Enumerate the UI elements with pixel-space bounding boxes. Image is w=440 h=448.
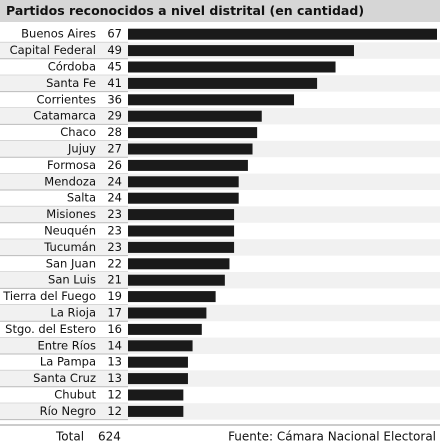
bar (128, 274, 225, 286)
title-band (0, 0, 440, 22)
bar (128, 192, 239, 204)
bar (128, 389, 184, 401)
value-label: 12 (107, 388, 122, 402)
total-label: Total (55, 430, 84, 444)
value-label: 67 (107, 27, 122, 41)
category-label: Corrientes (37, 92, 96, 106)
category-label: Misiones (46, 207, 96, 221)
row-band (0, 337, 440, 354)
category-label: La Pampa (40, 355, 96, 369)
bar (128, 225, 235, 237)
category-label: Chubut (54, 388, 96, 402)
category-label: Córdoba (48, 60, 96, 74)
value-label: 17 (107, 306, 122, 320)
value-label: 21 (107, 273, 122, 287)
bar (128, 209, 235, 221)
row-band (0, 403, 440, 420)
category-label: Río Negro (40, 404, 96, 418)
category-label: Buenos Aires (21, 27, 96, 41)
category-label: Mendoza (44, 174, 96, 188)
category-label: Neuquén (44, 224, 96, 238)
value-label: 45 (107, 60, 122, 74)
bar (128, 94, 295, 106)
bar (128, 28, 437, 40)
category-label: Stgo. del Estero (5, 322, 96, 336)
bar (128, 176, 239, 188)
category-label: Tierra del Fuego (2, 289, 96, 303)
bar (128, 159, 248, 171)
category-label: Catamarca (33, 109, 96, 123)
chart-title: Partidos reconocidos a nivel distrital (… (6, 3, 364, 18)
value-label: 24 (107, 174, 122, 188)
bar (128, 143, 253, 155)
category-label: Chaco (60, 125, 96, 139)
value-label: 13 (107, 355, 122, 369)
bar (128, 258, 230, 270)
category-label: Santa Fe (46, 76, 96, 90)
value-label: 22 (107, 256, 122, 270)
value-label: 13 (107, 371, 122, 385)
value-label: 16 (107, 322, 122, 336)
bar (128, 307, 207, 319)
bar (128, 77, 318, 89)
bar (128, 356, 188, 368)
category-label: San Juan (46, 256, 96, 270)
category-label: Capital Federal (10, 43, 96, 57)
bar (128, 405, 184, 417)
value-label: 27 (107, 142, 122, 156)
category-label: Santa Cruz (33, 371, 96, 385)
bar (128, 127, 258, 139)
value-label: 23 (107, 207, 122, 221)
row-band (0, 370, 440, 387)
source: Fuente: Cámara Nacional Electoral (228, 430, 436, 444)
bar (128, 241, 235, 253)
value-label: 29 (107, 109, 122, 123)
category-label: Tucumán (43, 240, 96, 254)
value-label: 23 (107, 240, 122, 254)
value-label: 23 (107, 224, 122, 238)
category-label: San Luis (48, 273, 96, 287)
bar (128, 110, 262, 122)
category-label: Entre Ríos (38, 338, 96, 352)
total-value: 624 (98, 430, 121, 444)
bar (128, 373, 188, 385)
value-label: 41 (107, 76, 122, 90)
bar (128, 340, 193, 352)
value-label: 19 (107, 289, 122, 303)
bar (128, 291, 216, 303)
value-label: 26 (107, 158, 122, 172)
row-band (0, 304, 440, 322)
value-label: 12 (107, 404, 122, 418)
bar (128, 323, 202, 335)
bar (128, 61, 336, 73)
category-label: Jujuy (67, 142, 96, 156)
category-label: Salta (67, 191, 96, 205)
bar (128, 45, 354, 57)
value-label: 24 (107, 191, 122, 205)
category-label: La Rioja (50, 306, 96, 320)
value-label: 49 (107, 43, 122, 57)
category-label: Formosa (47, 158, 96, 172)
value-label: 28 (107, 125, 122, 139)
value-label: 14 (107, 338, 122, 352)
value-label: 36 (107, 92, 122, 106)
